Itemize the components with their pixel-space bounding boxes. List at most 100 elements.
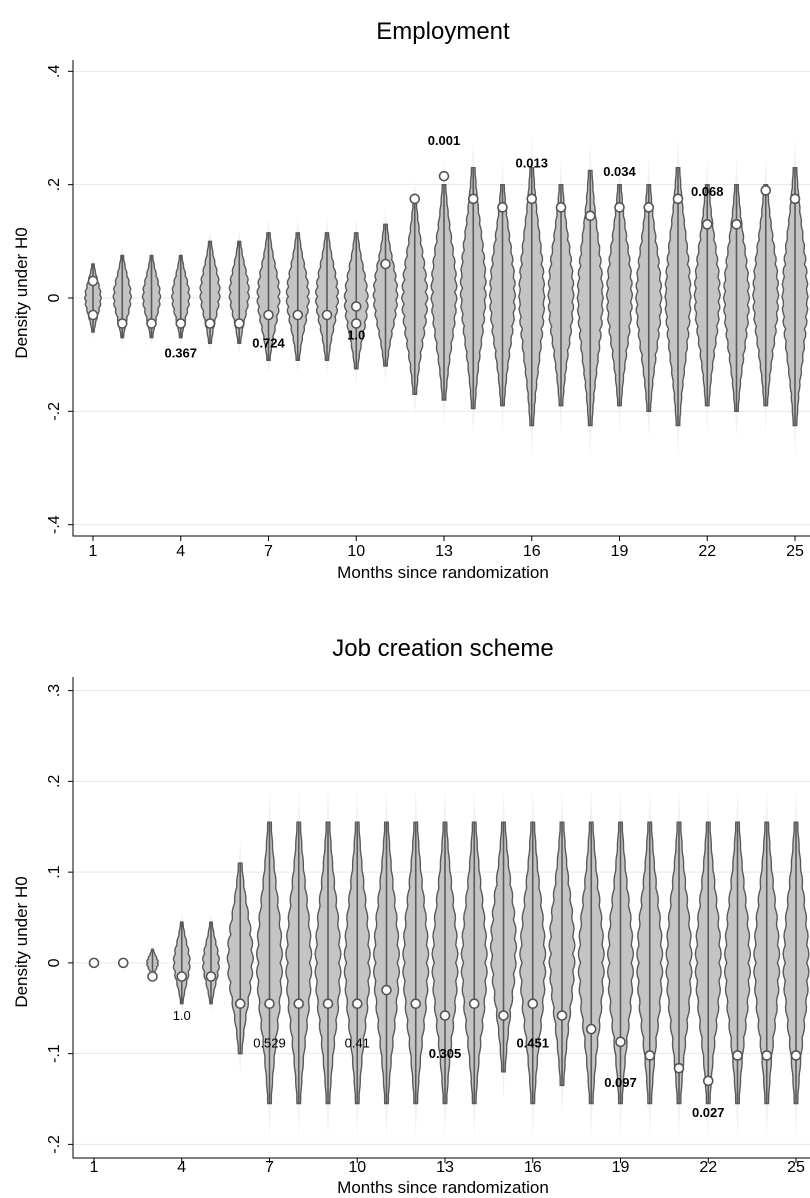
observed-point	[292, 309, 304, 321]
x-tick-label: 22	[698, 543, 716, 560]
x-tick-label: 22	[699, 1159, 717, 1176]
y-tick-label: 0	[46, 293, 63, 302]
observed-point	[87, 275, 99, 287]
y-tick-label: .3	[46, 684, 63, 697]
violin	[402, 788, 430, 1138]
violin	[694, 788, 722, 1138]
y-tick-label: 0	[46, 958, 63, 967]
observed-point	[439, 1010, 451, 1021]
observed-point	[761, 1050, 773, 1061]
y-axis-label: Density under H0	[12, 876, 31, 1007]
violin	[576, 139, 604, 457]
observed-point	[760, 185, 772, 196]
x-tick-label: 10	[347, 543, 365, 560]
x-tick-label: 16	[524, 1159, 542, 1176]
x-tick-label: 4	[177, 1159, 186, 1176]
observed-point	[526, 193, 538, 205]
violin	[753, 788, 781, 1138]
observed-point	[175, 318, 187, 329]
p-value-label: 0.001	[428, 133, 461, 148]
violin	[171, 245, 191, 348]
observed-point	[263, 309, 274, 321]
violin	[636, 788, 664, 1138]
y-tick-label: -.2	[46, 1135, 63, 1154]
observed-point	[351, 998, 363, 1010]
violin	[606, 788, 635, 1138]
observed-point	[116, 318, 128, 329]
observed-point	[321, 309, 333, 321]
y-tick-label: .2	[46, 178, 63, 191]
violin	[519, 788, 547, 1138]
violin	[172, 912, 191, 1014]
observed-point	[381, 984, 392, 996]
violin	[518, 136, 546, 457]
x-tick-label: 1	[89, 543, 98, 560]
observed-point	[497, 202, 508, 213]
observed-point	[409, 193, 421, 205]
observed-point	[789, 193, 801, 205]
observed-point	[556, 1010, 568, 1021]
p-value-label: 0.41	[345, 1035, 370, 1050]
observed-point	[410, 998, 422, 1010]
observed-point	[615, 1036, 626, 1048]
observed-point	[732, 1050, 743, 1061]
violin	[722, 157, 751, 439]
x-tick-label: 13	[436, 1159, 454, 1176]
chart-title: Employment	[376, 18, 510, 45]
violin	[314, 217, 340, 376]
observed-point	[87, 309, 99, 321]
violin	[548, 790, 576, 1117]
violin	[285, 788, 313, 1138]
violin	[343, 216, 369, 386]
observed-point	[468, 998, 480, 1010]
observed-point	[673, 1062, 685, 1074]
p-value-label: 0.068	[691, 184, 724, 199]
x-tick-label: 25	[787, 1159, 805, 1176]
chart-title: Job creation scheme	[332, 635, 553, 662]
violin	[781, 136, 809, 457]
observed-point	[233, 318, 245, 329]
y-tick-label: -.4	[46, 515, 63, 534]
violin	[605, 158, 634, 433]
observed-point	[88, 957, 100, 969]
violin	[489, 792, 518, 1102]
observed-point	[644, 1050, 656, 1061]
violin	[141, 245, 162, 348]
violin	[665, 788, 693, 1138]
violin	[401, 178, 429, 418]
observed-point	[204, 318, 216, 329]
observed-point	[701, 219, 713, 230]
observed-point	[790, 1050, 802, 1061]
observed-point	[555, 202, 567, 213]
violin	[199, 229, 221, 356]
p-value-label: 0.451	[516, 1035, 549, 1050]
y-axis-label: Density under H0	[12, 227, 31, 358]
violin	[577, 788, 605, 1138]
observed-point	[322, 998, 334, 1010]
x-tick-label: 4	[176, 543, 185, 560]
p-value-label: 0.724	[252, 335, 285, 350]
p-value-label: 0.027	[692, 1105, 725, 1120]
observed-point	[527, 998, 539, 1010]
observed-point	[467, 193, 479, 205]
x-tick-label: 7	[265, 1159, 274, 1176]
violin	[372, 788, 401, 1138]
observed-point	[293, 998, 305, 1010]
violin	[226, 840, 254, 1077]
violin	[84, 255, 102, 341]
observed-point	[350, 318, 362, 329]
employment-panel: -.4 -.2 0 .2 .4 1 4 7 10 13 16 19 22 25 0.367 0.724 1.0 0…	[12, 18, 810, 582]
x-tick-label: 19	[611, 543, 629, 560]
violin	[664, 136, 692, 457]
violin	[547, 158, 575, 433]
x-axis-label: Months since randomization	[337, 563, 549, 582]
y-tick-label: -.1	[46, 1044, 63, 1063]
y-tick-label: .2	[46, 775, 63, 788]
observed-point	[643, 202, 655, 213]
violin	[430, 158, 458, 426]
violin	[693, 158, 721, 433]
observed-point	[117, 957, 129, 969]
violin	[635, 157, 663, 439]
job-creation-panel: -.2 -.1 0 .1 .2 .3 1 4 7 10 13 16 19 22 25 1.0 0.529 0.41…	[12, 635, 810, 1197]
observed-point	[585, 1023, 597, 1035]
